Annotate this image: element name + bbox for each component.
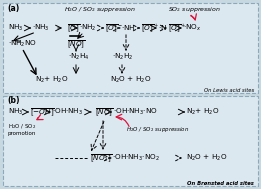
Text: $\cdot$N$_2$H$_4$: $\cdot$N$_2$H$_4$ xyxy=(68,52,90,62)
Text: N$_2$O + H$_2$O: N$_2$O + H$_2$O xyxy=(110,75,152,85)
Text: $\cdot$NH$_2$NO: $\cdot$NH$_2$NO xyxy=(8,39,37,49)
Text: NH$_3$: NH$_3$ xyxy=(8,23,23,33)
Text: $\cdot$NH$_2$: $\cdot$NH$_2$ xyxy=(79,23,97,33)
Text: $\cdot$NH$_3$: $\cdot$NH$_3$ xyxy=(32,23,50,33)
Text: $\cdot$OH$\cdot$NH$_3$$\cdot$NO$_2$: $\cdot$OH$\cdot$NH$_3$$\cdot$NO$_2$ xyxy=(112,153,160,163)
Text: $\overline{[NO]}$: $\overline{[NO]}$ xyxy=(67,38,86,50)
Text: promotion: promotion xyxy=(8,132,36,136)
Text: (b): (b) xyxy=(7,97,20,105)
Text: H$_2$O / SO$_2$: H$_2$O / SO$_2$ xyxy=(8,123,37,131)
Text: $\overline{[NO]}$: $\overline{[NO]}$ xyxy=(95,106,114,118)
Text: $\cdot$NO$_x$: $\cdot$NO$_x$ xyxy=(183,23,201,33)
Text: $\overline{[O]}^+$: $\overline{[O]}^+$ xyxy=(168,22,186,34)
Text: N$_2$+ H$_2$O: N$_2$+ H$_2$O xyxy=(35,75,68,85)
Text: On Lewis acid sites: On Lewis acid sites xyxy=(204,88,254,92)
Text: SO$_2$ suppression: SO$_2$ suppression xyxy=(169,5,222,13)
Text: N$_2$+ H$_2$O: N$_2$+ H$_2$O xyxy=(186,107,220,117)
Text: $\cdot$N: $\cdot$N xyxy=(158,23,167,33)
Text: $\cdot$NH: $\cdot$NH xyxy=(121,23,135,33)
Text: On Brønsted acid sites: On Brønsted acid sites xyxy=(187,180,254,185)
Text: NH$_3$: NH$_3$ xyxy=(8,107,23,117)
Text: $\cdot$OH$\cdot$NH$_3$$\cdot$NO: $\cdot$OH$\cdot$NH$_3$$\cdot$NO xyxy=(113,107,158,117)
Text: H$_2$O / SO$_2$ suppression: H$_2$O / SO$_2$ suppression xyxy=(126,125,189,133)
Polygon shape xyxy=(3,96,258,186)
Text: $\overline{[O]}^-$: $\overline{[O]}^-$ xyxy=(105,22,123,34)
Text: $\cdot$OH$\cdot$NH$_3$: $\cdot$OH$\cdot$NH$_3$ xyxy=(52,107,83,117)
Text: $\overline{[O]}^+$: $\overline{[O]}^+$ xyxy=(141,22,159,34)
Text: $\overline{[NO_2]}$: $\overline{[NO_2]}$ xyxy=(90,152,112,164)
Text: $\overline{[O]}$: $\overline{[O]}$ xyxy=(67,22,80,34)
Text: (a): (a) xyxy=(7,4,19,12)
Text: H$_2$O / SO$_2$ suppression: H$_2$O / SO$_2$ suppression xyxy=(64,5,136,13)
Text: $\cdot$N$_2$H$_2$: $\cdot$N$_2$H$_2$ xyxy=(112,52,133,62)
Polygon shape xyxy=(3,3,258,93)
Text: N$_2$O + H$_2$O: N$_2$O + H$_2$O xyxy=(186,153,228,163)
Text: $\overline{[-OH]}$: $\overline{[-OH]}$ xyxy=(30,106,55,118)
